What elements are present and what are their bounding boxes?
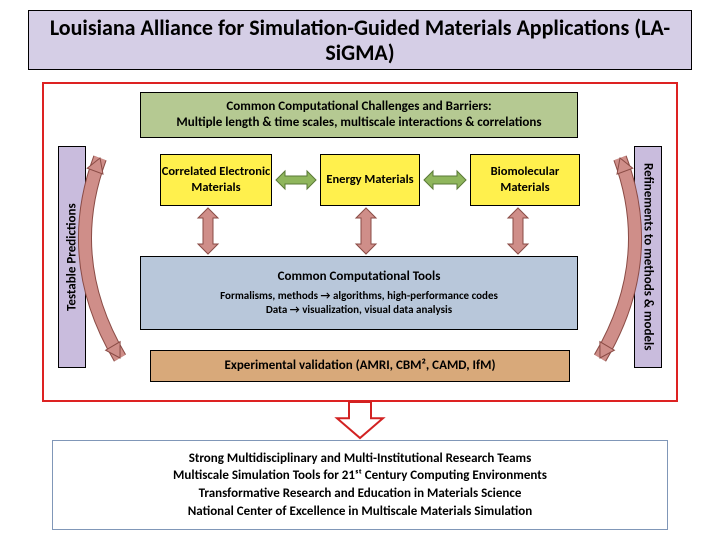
- tools-line2: Data → visualization, visual data analys…: [266, 303, 452, 317]
- tools-line1: Formalisms, methods → algorithms, high-p…: [220, 289, 498, 303]
- materials-left-text: Correlated Electronic Materials: [161, 164, 271, 195]
- materials-biomolecular: Biomolecular Materials: [470, 154, 580, 206]
- materials-correlated: Correlated Electronic Materials: [160, 154, 272, 206]
- title-text: Louisiana Alliance for Simulation-Guided…: [29, 15, 691, 66]
- materials-right-text: Biomolecular Materials: [471, 164, 579, 195]
- title-box: Louisiana Alliance for Simulation-Guided…: [28, 10, 692, 70]
- tools-box: Common Computational Tools Formalisms, m…: [140, 256, 578, 330]
- materials-center-text: Energy Materials: [326, 172, 413, 188]
- challenges-box: Common Computational Challenges and Barr…: [140, 92, 578, 138]
- outcome-3: Transformative Research and Education in…: [199, 485, 522, 503]
- vertical-right-text: Refinements to methods & models: [641, 163, 656, 350]
- vertical-right: Refinements to methods & models: [634, 146, 662, 368]
- validation-text: Experimental validation (AMRI, CBM², CAM…: [225, 358, 496, 374]
- tools-header: Common Computational Tools: [278, 269, 441, 285]
- vertical-left: Testable Predictions: [58, 146, 86, 368]
- outcome-2: Multiscale Simulation Tools for 21ˢᵗ Cen…: [173, 467, 547, 485]
- outcomes-box: Strong Multidisciplinary and Multi-Insti…: [52, 440, 668, 530]
- challenges-line1: Common Computational Challenges and Barr…: [176, 99, 541, 115]
- outcome-4: National Center of Excellence in Multisc…: [188, 503, 533, 521]
- outcome-1: Strong Multidisciplinary and Multi-Insti…: [189, 450, 532, 468]
- vertical-left-text: Testable Predictions: [65, 203, 80, 311]
- challenges-line2: Multiple length & time scales, multiscal…: [176, 115, 541, 131]
- validation-box: Experimental validation (AMRI, CBM², CAM…: [150, 350, 570, 382]
- materials-energy: Energy Materials: [320, 154, 420, 206]
